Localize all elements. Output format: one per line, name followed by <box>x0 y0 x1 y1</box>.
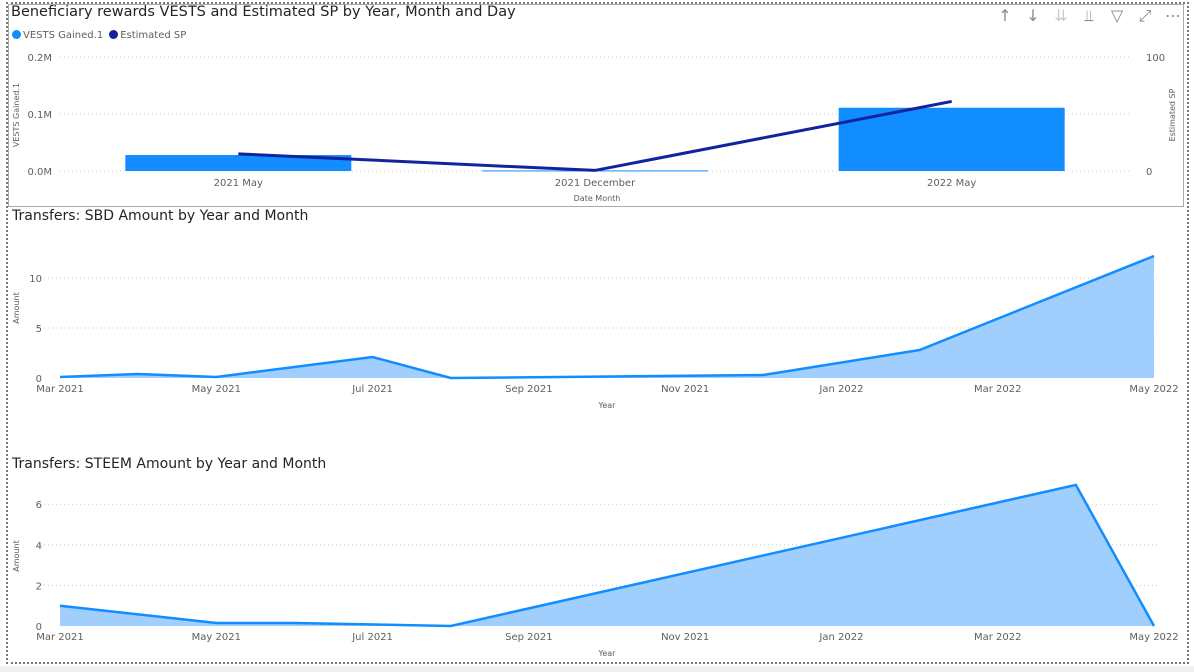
x-tick-label: May 2021 <box>192 384 241 395</box>
x-tick-label: Mar 2021 <box>36 632 84 643</box>
focus-mode-icon[interactable]: ⤢ <box>1138 6 1152 25</box>
legend-dot-icon <box>109 30 119 39</box>
y2-axis-title: Estimated SP <box>1168 88 1177 141</box>
arrow-up-icon[interactable]: ↑ <box>998 6 1012 25</box>
y-tick-label: 10 <box>29 274 42 285</box>
x-tick-label: Sep 2021 <box>505 632 552 643</box>
x-tick-label: 2021 December <box>555 178 636 189</box>
more-options-icon[interactable]: ⋯ <box>1165 6 1181 25</box>
legend-dot-icon <box>12 30 21 39</box>
y-tick-label: 2 <box>36 581 42 592</box>
report-canvas <box>6 2 1189 664</box>
y-tick-label: 0.1M <box>27 110 52 121</box>
x-tick-label: May 2022 <box>1129 632 1178 643</box>
area-line <box>59 254 1155 380</box>
legend-vests[interactable]: VESTS Gained.1 <box>12 30 103 41</box>
y-axis-title: Amount <box>12 292 21 323</box>
double-arrow-down-icon[interactable]: ⇊ <box>1054 6 1068 25</box>
x-tick-label: Nov 2021 <box>661 632 709 643</box>
legend-label: VESTS Gained.1 <box>23 30 104 41</box>
x-tick-label: May 2021 <box>192 632 241 643</box>
expand-hierarchy-icon[interactable]: ⫫ <box>1084 6 1094 25</box>
arrow-down-icon[interactable]: ↓ <box>1026 6 1040 25</box>
x-tick-label: May 2022 <box>1129 384 1178 395</box>
y2-tick-label: 100 <box>1146 53 1165 64</box>
x-tick-label: Mar 2022 <box>974 632 1022 643</box>
area-fill <box>60 256 1154 378</box>
x-tick-label: Jan 2022 <box>818 384 863 395</box>
y-tick-label: 0.2M <box>27 53 52 64</box>
y-tick-label: 5 <box>36 324 42 335</box>
y-axis-title: Amount <box>12 540 21 571</box>
y-tick-label: 4 <box>36 541 42 552</box>
x-tick-label: Mar 2022 <box>974 384 1022 395</box>
x-tick-label: Jan 2022 <box>818 632 863 643</box>
x-tick-label: 2021 May <box>214 178 263 189</box>
bar-2022-may <box>838 107 1065 171</box>
x-tick-label: Jul 2021 <box>351 384 393 395</box>
filter-icon[interactable]: ▽ <box>1110 6 1124 25</box>
x-axis-title: Year <box>598 401 617 410</box>
x-axis-title: Date Month <box>574 194 621 203</box>
chart1-title: Beneficiary rewards VESTS and Estimated … <box>11 4 516 20</box>
y-tick-label: 0.0M <box>27 167 52 178</box>
legend-sp[interactable]: Estimated SP <box>109 30 186 41</box>
x-tick-label: Jul 2021 <box>351 632 393 643</box>
y2-tick-label: 0 <box>1146 167 1152 178</box>
area-line <box>59 483 1156 628</box>
chart1-legend: VESTS Gained.1 Estimated SP <box>12 30 186 41</box>
legend-label: Estimated SP <box>120 30 187 41</box>
beneficiary-visual[interactable] <box>8 4 1184 207</box>
y-axis-title: VESTS Gained.1 <box>12 83 21 147</box>
y-tick-label: 0 <box>36 374 42 385</box>
bar-2021-may <box>125 155 352 171</box>
y-tick-label: 0 <box>36 622 42 633</box>
y-tick-label: 6 <box>36 500 42 511</box>
line-estimated-sp <box>238 99 952 172</box>
chart3-title: Transfers: STEEM Amount by Year and Mont… <box>12 456 327 472</box>
visual-header-toolbar: ↑ ↓ ⇊ ⫫ ▽ ⤢ ⋯ <box>996 6 1182 26</box>
x-tick-label: Sep 2021 <box>505 384 552 395</box>
x-tick-label: Mar 2021 <box>36 384 84 395</box>
x-axis-title: Year <box>598 649 617 658</box>
bottom-bar <box>0 666 1194 672</box>
area-fill <box>60 484 1154 626</box>
chart2-title: Transfers: SBD Amount by Year and Month <box>12 208 309 224</box>
x-tick-label: 2022 May <box>927 178 976 189</box>
x-tick-label: Nov 2021 <box>661 384 709 395</box>
